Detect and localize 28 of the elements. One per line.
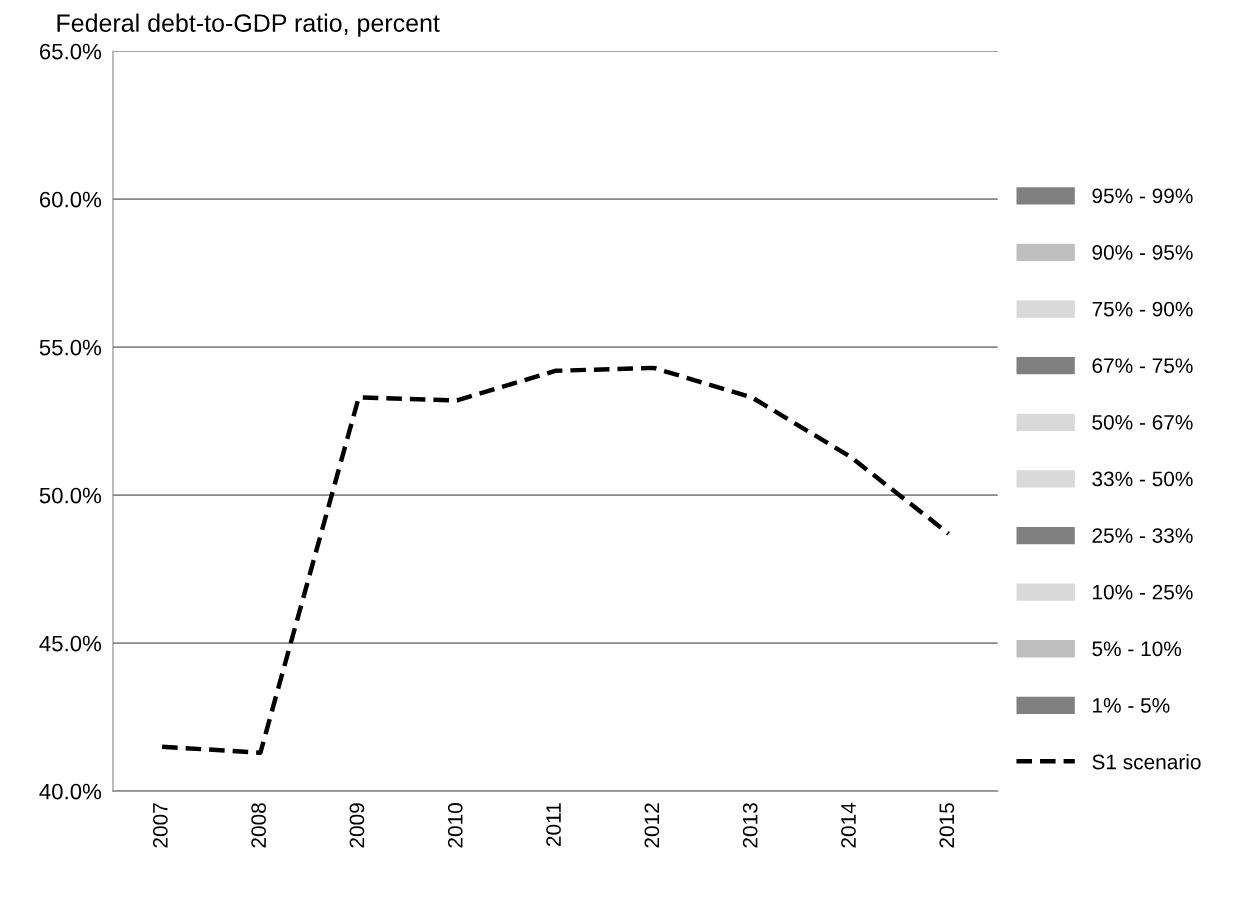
y-tick-label: 65.0% [39, 43, 102, 60]
legend-label: 50% - 67% [1092, 414, 1193, 430]
y-tick-label: 60.0% [39, 191, 102, 208]
x-tick-label: 2012 [644, 803, 660, 848]
legend-label: 25% - 33% [1092, 528, 1193, 543]
x-tick-label: 2008 [251, 803, 266, 848]
y-tick-label: 55.0% [39, 339, 102, 356]
y-tick-label: 40.0% [39, 783, 102, 800]
x-tick-label: 2013 [742, 803, 758, 848]
y-tick-label: 45.0% [39, 635, 102, 652]
x-tick-label: 2007 [152, 803, 168, 848]
legend-label: 1% - 5% [1093, 698, 1170, 713]
legend-label: S1 scenario [1092, 754, 1201, 770]
line-series [159, 365, 951, 755]
x-tick-label: 2010 [447, 803, 463, 848]
legend-label: 10% - 25% [1093, 584, 1193, 600]
x-tick-label: 2011 [546, 803, 561, 847]
legend-label: 90% - 95% [1092, 245, 1193, 260]
legend-label: 33% - 50% [1092, 471, 1193, 487]
legend-label: 67% - 75% [1092, 358, 1193, 374]
legend-label: 75% - 90% [1092, 301, 1193, 317]
legend-label: 5% - 10% [1092, 641, 1182, 657]
x-tick-label: 2009 [349, 803, 365, 848]
x-tick-label: 2015 [939, 803, 955, 848]
chart-title: Federal debt-to-GDP ratio, percent [57, 13, 440, 37]
legend-label: 95% - 99% [1092, 188, 1193, 204]
y-tick-label: 50.0% [39, 487, 102, 504]
x-tick-label: 2014 [841, 802, 856, 848]
